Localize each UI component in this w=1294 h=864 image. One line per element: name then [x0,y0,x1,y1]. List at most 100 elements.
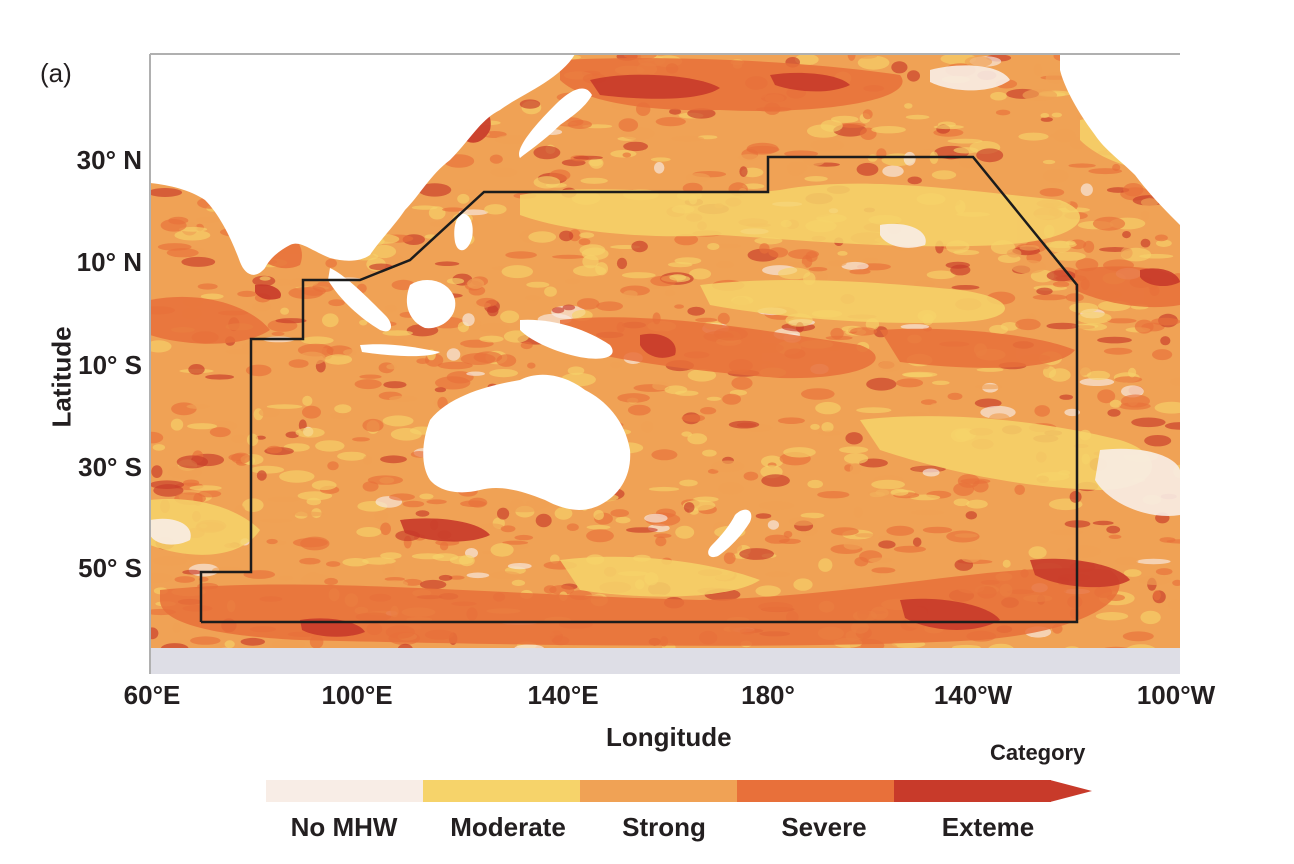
texture-speck [1123,569,1142,577]
texture-speck [322,313,339,328]
texture-speck [468,497,488,508]
texture-speck [847,54,856,61]
texture-speck [266,404,303,409]
lon-tick-label: 140°W [933,680,1013,710]
lon-tick-label: 100°E [321,680,393,710]
texture-speck [1052,251,1086,261]
texture-speck [761,474,790,487]
texture-speck [520,341,533,350]
texture-speck [237,290,257,297]
texture-speck [586,529,614,543]
texture-speck [1076,312,1112,324]
texture-speck [166,248,199,258]
texture-speck [820,119,843,132]
texture-speck [152,556,188,566]
texture-speck [382,330,414,336]
texture-speck [252,301,272,312]
texture-speck [878,540,896,549]
texture-speck [328,299,345,307]
texture-speck [700,407,717,415]
texture-speck [426,499,447,505]
antarctic-ice [150,648,1180,674]
texture-speck [681,414,705,422]
texture-speck [893,545,927,553]
texture-speck [618,118,639,132]
texture-speck [150,627,159,640]
texture-speck [371,244,397,259]
texture-speck [807,479,823,489]
texture-speck [500,310,520,324]
texture-speck [260,518,293,523]
texture-speck [581,247,609,261]
texture-speck [1136,558,1171,565]
texture-speck [189,485,222,491]
texture-speck [459,189,480,195]
texture-speck [972,480,989,493]
texture-speck [853,506,863,518]
texture-speck [1088,168,1123,175]
texture-speck [788,517,818,526]
texture-speck [966,499,988,509]
texture-speck [655,117,686,127]
texture-speck [716,260,734,269]
texture-speck [622,152,632,158]
texture-speck [337,451,367,461]
texture-speck [490,571,521,580]
texture-speck [830,327,844,340]
texture-speck [1121,394,1150,408]
texture-speck [170,418,184,431]
texture-speck [458,209,489,216]
texture-speck [533,145,561,160]
asia-landmass [150,54,575,275]
texture-speck [367,475,403,485]
texture-speck [953,498,970,507]
texture-speck [845,432,863,445]
texture-speck [818,558,833,572]
texture-speck [359,374,382,379]
texture-speck [1034,405,1050,417]
texture-speck [278,575,294,581]
texture-speck [1107,409,1121,417]
texture-speck [391,339,408,346]
texture-speck [610,509,629,518]
texture-speck [544,286,557,297]
texture-speck [1140,210,1150,221]
sumatra-landmass [328,268,392,332]
texture-speck [648,486,680,492]
texture-speck [418,183,452,197]
texture-speck [1103,347,1133,355]
texture-speck [384,577,405,582]
texture-speck [815,401,841,415]
texture-speck [280,307,289,315]
texture-speck [675,525,695,539]
texture-speck [275,278,291,286]
texture-speck [554,507,573,520]
texture-speck [302,286,326,296]
texture-speck [1155,568,1173,576]
texture-speck [466,572,490,579]
texture-speck [631,240,648,253]
texture-speck [567,120,592,129]
texture-speck [626,527,658,533]
texture-speck [1069,491,1082,503]
panel-label: (a) [40,58,72,88]
texture-speck [831,527,859,536]
texture-speck [524,295,541,301]
lon-tick-label: 100°W [1136,680,1216,710]
texture-speck [174,576,196,583]
texture-speck [200,293,224,300]
texture-speck [419,493,434,500]
texture-speck [878,360,901,372]
texture-speck [288,359,309,368]
texture-speck [527,362,536,369]
texture-speck [687,369,717,382]
texture-speck [559,230,574,242]
texture-speck [594,150,605,156]
texture-speck [922,468,940,477]
texture-speck [1036,287,1053,295]
texture-speck [446,278,465,285]
texture-speck [650,157,671,162]
texture-speck [1083,240,1095,253]
texture-speck [871,567,896,574]
